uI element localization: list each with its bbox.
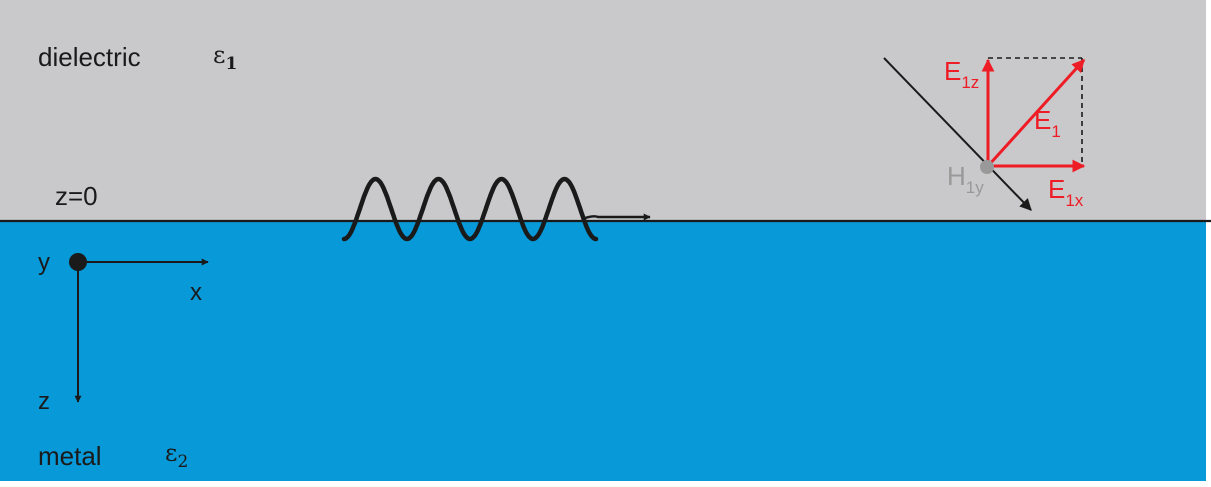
interface-label: z=0 [55, 181, 98, 211]
metal-label: metal [38, 441, 102, 471]
e1x-label: E1x [1048, 174, 1084, 210]
epsilon-2-label: ε2 [165, 439, 188, 472]
y-axis-label: y [38, 249, 50, 276]
incident-ray [883, 57, 1032, 211]
white-margin-right [1206, 0, 1211, 487]
h1y-label: H1y [947, 161, 984, 197]
e1-arrow [986, 58, 1086, 168]
dielectric-label: dielectric [38, 42, 141, 72]
x-axis-label: x [190, 279, 202, 306]
e1-label: E1 [1034, 105, 1061, 141]
metal-region [0, 221, 1211, 487]
e1z-label: E1z [944, 56, 979, 92]
white-margin-bottom [0, 481, 1211, 487]
surface-wave-tail [581, 213, 651, 221]
epsilon-1-label: ε1 [213, 41, 237, 74]
z-axis-label: z [38, 388, 50, 415]
h1y-dot [980, 160, 994, 174]
dielectric-region [0, 0, 1211, 221]
surface-wave [341, 176, 599, 242]
